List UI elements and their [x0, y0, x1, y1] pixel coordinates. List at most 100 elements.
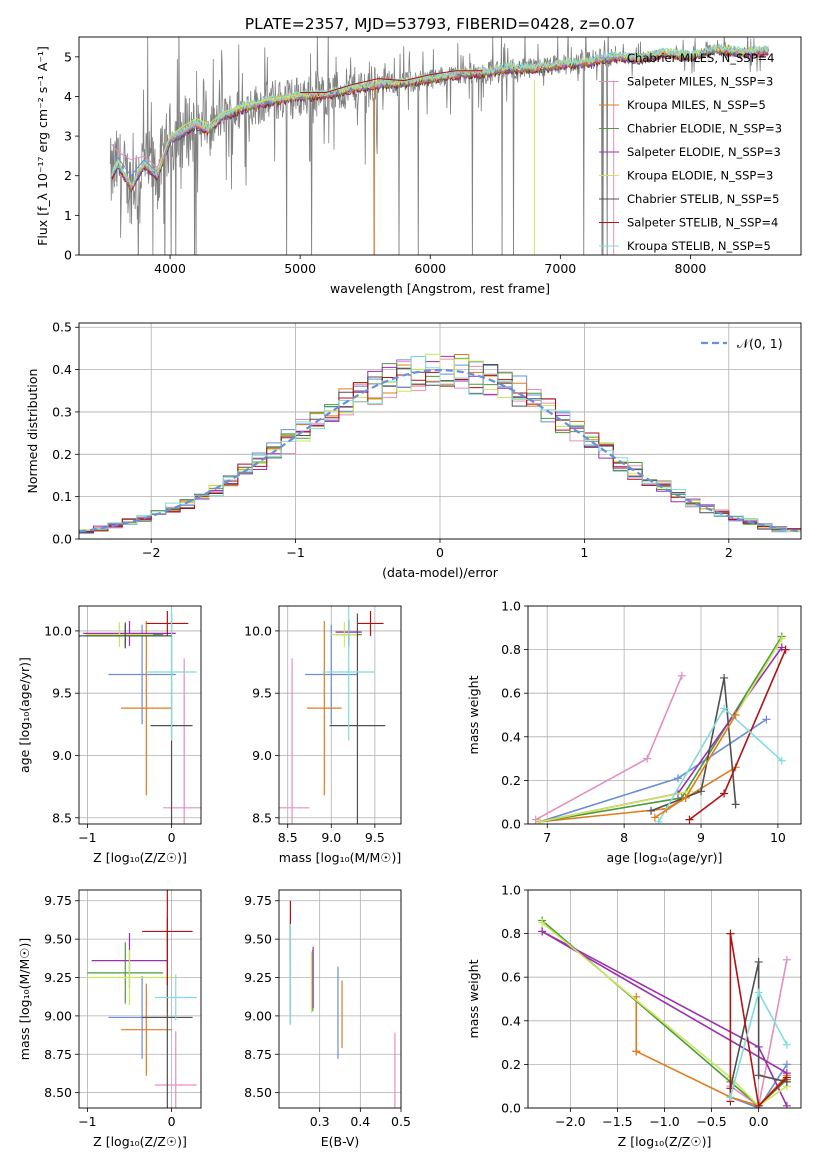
x-tick-label: −1.0 [649, 1114, 679, 1129]
x-tick-label: 0.0 [749, 1114, 769, 1129]
series-marker-5 [777, 634, 786, 643]
x-tick-label: 5000 [284, 261, 316, 276]
x-tick-label: 0.4 [350, 1114, 370, 1129]
series-line-8 [658, 707, 783, 823]
series-marker-9 [681, 793, 690, 802]
x-tick-label: 1 [580, 545, 588, 560]
panel-weight-vs-age: 7 8 9 10 0.0 0.2 0.4 0.6 0.8 1.0 age [log₁₀(age/yr… [466, 599, 802, 865]
y-tick-label: 9.50 [244, 932, 272, 947]
y-tick-label: 9.75 [244, 893, 272, 908]
series-line-9 [729, 933, 788, 1108]
x-tick-label: 8 [620, 830, 628, 845]
x-axis-label: Z [log₁₀(Z/Z☉)] [93, 1134, 187, 1149]
model-spectrum-c0 [111, 44, 769, 186]
plot-area-weight-vs-Z [538, 916, 791, 1108]
plot-area-mass-vs-Z [87, 890, 197, 1108]
y-tick-label: 8.5 [252, 810, 272, 825]
series-marker-7 [781, 645, 790, 654]
y-tick-label: 0.3 [52, 404, 72, 419]
y-tick-label: 9.0 [252, 748, 272, 763]
y-tick-label: 0.0 [501, 1101, 521, 1116]
series-line-4 [539, 646, 783, 823]
y-tick-label: 9.00 [44, 1008, 72, 1023]
series-marker-3 [632, 1047, 641, 1056]
model-spectrum-c5 [111, 45, 769, 187]
y-axis-label: Flux [f_λ 10⁻¹⁷ erg cm⁻² s⁻¹ A⁻¹] [35, 46, 50, 246]
series-marker-6 [697, 787, 706, 796]
model-spectrum-c8 [111, 43, 769, 186]
series-marker-1 [531, 815, 540, 824]
y-tick-label: 9.75 [44, 893, 72, 908]
legend-label-4: Salpeter ELODIE, N_SSP=3 [627, 145, 781, 159]
x-tick-label: 0 [168, 1114, 176, 1129]
y-tick-label: 1.0 [501, 883, 521, 898]
x-axis-label: Z [log₁₀(Z/Z☉)] [93, 850, 187, 865]
x-tick-label: −0.5 [696, 1114, 726, 1129]
y-tick-label: 0.0 [52, 532, 72, 547]
model-spectrum-c1 [111, 43, 769, 189]
legend-label-7: Salpeter STELIB, N_SSP=4 [627, 216, 778, 230]
model-spectrum-c6 [111, 46, 769, 193]
series-marker-10 [726, 1093, 735, 1102]
x-tick-label: 9 [697, 830, 705, 845]
y-tick-label: 3 [64, 129, 72, 144]
y-tick-label: 0.8 [501, 642, 521, 657]
series-line-6 [541, 930, 788, 1074]
series-marker-5 [535, 817, 544, 824]
y-tick-label: 0 [64, 248, 72, 263]
y-tick-label: 9.25 [44, 970, 72, 985]
x-tick-label: 2 [725, 545, 733, 560]
series-marker-7 [685, 815, 694, 824]
model-variant-2 [156, 93, 301, 172]
axes-frame [78, 889, 202, 1109]
y-tick-label: 8.75 [44, 1047, 72, 1062]
y-tick-label: 0.5 [52, 320, 72, 335]
histogram-c8 [79, 355, 801, 532]
x-axis-label: Z [log₁₀(Z/Z☉)] [618, 1134, 712, 1149]
x-tick-label: 10 [770, 830, 786, 845]
axes-frame [278, 605, 402, 825]
plot-area-residuals [79, 353, 801, 534]
x-axis-label: age [log₁₀(age/yr)] [607, 850, 723, 865]
panel-residuals: −2 −1 0 1 2 0.0 0.1 0.2 0.3 0.4 0.5 (data-model)/er… [25, 320, 802, 580]
y-axis-label: mass weight [466, 959, 481, 1038]
axes-frame [78, 36, 802, 256]
plot-area-spectrum [109, 37, 769, 255]
panel-weight-vs-Z: −2.0 −1.5 −1.0 −0.5 0.0 0.0 0.2 0.4 0.6 0.8 1.0 Z [… [466, 883, 802, 1149]
y-tick-label: 9.5 [52, 686, 72, 701]
plot-area-age-vs-Z [79, 606, 201, 824]
y-tick-label: 5 [64, 49, 72, 64]
series-line-3 [539, 636, 783, 823]
series-marker-1 [677, 671, 686, 680]
y-tick-label: 1 [64, 208, 72, 223]
series-line-7 [689, 649, 787, 821]
series-marker-6 [647, 806, 656, 815]
series-line-5 [539, 638, 783, 823]
legend-label-1: Salpeter MILES, N_SSP=3 [627, 75, 773, 89]
series-line-2 [539, 766, 737, 823]
y-axis-label: Normed distribution [25, 369, 40, 494]
series-marker-7 [720, 789, 729, 798]
y-tick-label: 9.00 [244, 1008, 272, 1023]
x-tick-label: 0.5 [391, 1114, 411, 1129]
gaussian-reference [79, 368, 801, 533]
series-line-7 [541, 922, 788, 1107]
x-tick-label: 7000 [544, 261, 576, 276]
legend: 𝒩(0, 1) [701, 336, 783, 351]
plot-area-mass-vs-ebv [289, 900, 396, 1108]
y-tick-label: 0.6 [501, 970, 521, 985]
x-axis-label: wavelength [Angstrom, rest frame] [330, 281, 550, 296]
x-tick-label: −1 [78, 1114, 96, 1129]
y-tick-label: 8.75 [244, 1047, 272, 1062]
plot-area-age-vs-mass [279, 606, 386, 824]
legend: Chabrier MILES, N_SSP=4 Salpeter MILES, N… [599, 51, 782, 253]
y-tick-label: 0.4 [501, 1013, 521, 1028]
series-marker-10 [782, 1040, 791, 1049]
y-axis-label: age [log₁₀(age/yr)] [17, 657, 32, 773]
series-marker-6 [720, 673, 729, 682]
x-tick-label: 4000 [154, 261, 186, 276]
y-tick-label: 9.5 [252, 686, 272, 701]
axes-frame [527, 605, 802, 825]
